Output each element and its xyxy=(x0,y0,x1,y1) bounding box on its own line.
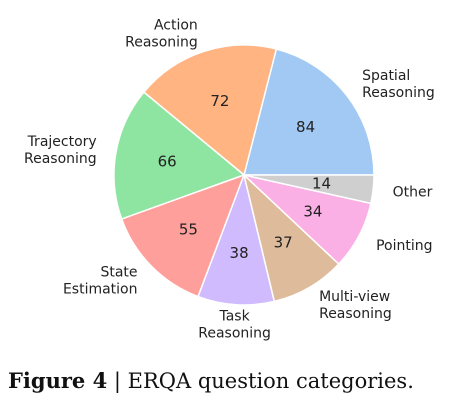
figure-caption: Figure 4 | ERQA question categories. xyxy=(8,368,414,393)
caption-separator: | xyxy=(113,369,121,393)
slice-category-label-line: Spatial xyxy=(362,68,410,84)
slice-category-label: State Estimation xyxy=(63,264,138,297)
slice-category-label-line: Reasoning xyxy=(198,326,271,342)
slice-value-label: 72 xyxy=(210,92,229,110)
slice-category-label: Action Reasoning xyxy=(125,17,198,50)
slice-category-label-line: Reasoning xyxy=(24,151,97,167)
caption-label: Figure 4 xyxy=(8,368,108,393)
pie-slice xyxy=(120,173,246,298)
pie-slice xyxy=(142,44,278,177)
slice-category-label: Task Reasoning xyxy=(198,309,271,342)
slice-category-label: Pointing xyxy=(376,238,432,254)
slice-value-label: 14 xyxy=(312,175,331,193)
slice-category-label-line: Task xyxy=(218,309,250,325)
slice-category-label-line: State xyxy=(100,264,137,280)
slice-value-label: 34 xyxy=(303,203,322,221)
slice-category-label-line: Reasoning xyxy=(319,306,392,322)
slice-value-label: 66 xyxy=(158,153,177,171)
pie-slice xyxy=(243,174,375,205)
slice-category-label-line: Multi-view xyxy=(319,289,390,305)
slice-category-label-line: Other xyxy=(393,184,433,200)
slice-category-label-line: Action xyxy=(154,17,198,33)
slice-category-label: Multi-view Reasoning xyxy=(319,289,392,322)
slice-category-label-line: Reasoning xyxy=(362,85,435,101)
slice-category-label-line: Pointing xyxy=(376,238,432,254)
slice-category-label: Trajectory Reasoning xyxy=(24,134,97,167)
pie-slice xyxy=(113,91,246,220)
slice-category-label: Other xyxy=(393,184,433,200)
slice-value-label: 37 xyxy=(274,233,293,251)
slice-category-label-line: Trajectory xyxy=(27,134,97,150)
slice-value-label: 84 xyxy=(296,118,315,136)
slice-value-label: 38 xyxy=(230,244,249,262)
slice-category-label: Spatial Reasoning xyxy=(362,68,435,101)
slice-category-label-line: Reasoning xyxy=(125,34,198,50)
slice-category-label-line: Estimation xyxy=(63,281,138,297)
pie-slice xyxy=(243,48,375,176)
pie-slice xyxy=(197,172,276,306)
slice-value-label: 55 xyxy=(179,221,198,239)
caption-text: ERQA question categories. xyxy=(127,369,414,393)
